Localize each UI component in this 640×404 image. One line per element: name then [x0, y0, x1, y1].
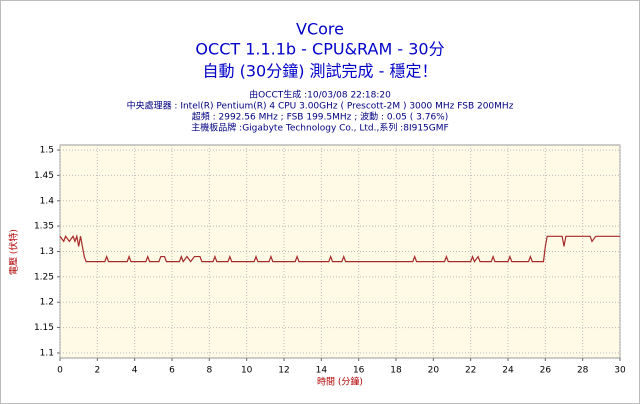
- info-line: 超頻 : 2992.56 MHz ; FSB 199.5MHz ; 波動 : 0…: [192, 111, 449, 123]
- y-tick-label: 1.25: [34, 272, 54, 282]
- x-tick-label: 24: [502, 366, 514, 376]
- x-axis-label: 時間 (分鐘): [317, 376, 363, 388]
- y-tick-label: 1.3: [40, 247, 54, 257]
- chart-title: VCore: [296, 20, 344, 39]
- x-tick-label: 10: [241, 366, 253, 376]
- y-tick-label: 1.45: [34, 171, 54, 181]
- y-axis-label: 電壓 (伏特): [8, 229, 20, 275]
- x-tick-label: 4: [132, 366, 138, 376]
- x-tick-label: 14: [316, 366, 328, 376]
- x-tick-label: 0: [57, 366, 63, 376]
- y-tick-label: 1.5: [40, 146, 54, 156]
- x-tick-label: 30: [614, 366, 626, 376]
- x-tick-label: 18: [390, 366, 402, 376]
- data-line: [59, 234, 620, 263]
- x-tick-label: 12: [278, 366, 289, 376]
- x-tick-label: 26: [540, 366, 552, 376]
- y-tick-label: 1.15: [34, 323, 54, 333]
- subtitle: 自動 (30分鐘) 測試完成 - 穩定！: [203, 62, 438, 81]
- subtitle: OCCT 1.1.1b - CPU&RAM - 30分: [195, 40, 444, 59]
- info-line: 主機板品牌 :Gigabyte Technology Co., Ltd.,系列 …: [191, 122, 448, 134]
- x-tick-label: 6: [169, 366, 175, 376]
- y-tick-label: 1.2: [40, 298, 54, 308]
- info-line: 中央處理器 : Intel(R) Pentium(R) 4 CPU 3.00GH…: [127, 100, 514, 112]
- x-tick-label: 8: [206, 366, 212, 376]
- x-tick-label: 20: [428, 366, 440, 376]
- x-tick-label: 16: [353, 366, 365, 376]
- y-tick-label: 1.4: [40, 196, 55, 206]
- x-tick-label: 22: [465, 366, 476, 376]
- y-tick-label: 1.35: [34, 222, 54, 232]
- y-tick-label: 1.1: [40, 348, 54, 358]
- info-line: 由OCCT生成 :10/03/08 22:18:20: [249, 89, 391, 101]
- x-tick-label: 2: [94, 366, 100, 376]
- x-tick-label: 28: [577, 366, 589, 376]
